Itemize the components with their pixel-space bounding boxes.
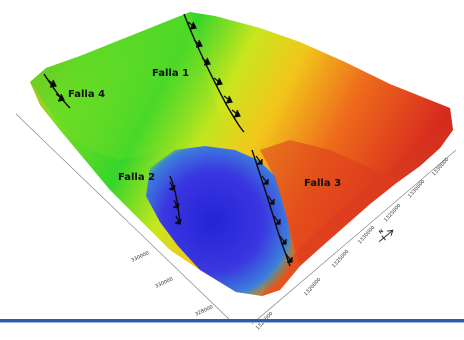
north-label: N bbox=[378, 228, 385, 235]
north-arrow-icon bbox=[378, 229, 394, 243]
falla-4-arrows bbox=[47, 79, 65, 102]
green-flank bbox=[30, 12, 230, 160]
footer-rule-shadow bbox=[0, 322, 464, 323]
falla-4-trace bbox=[43, 73, 71, 109]
red-block bbox=[260, 140, 395, 266]
falla-3-label: Falla 3 bbox=[304, 178, 341, 189]
falla-2-label: Falla 2 bbox=[118, 172, 155, 183]
terrain-surface bbox=[30, 12, 453, 296]
falla-1-arrows bbox=[187, 21, 241, 118]
right-tick: 1325000 bbox=[331, 249, 350, 270]
fault-traces bbox=[43, 13, 291, 267]
left-tick: 328000 bbox=[194, 304, 214, 318]
falla-2-trace bbox=[169, 175, 181, 225]
right-tick: 1320000 bbox=[303, 277, 322, 298]
right-tick: 1325000 bbox=[383, 203, 402, 224]
right-tick: 1330000 bbox=[431, 157, 450, 178]
falla-1-label: Falla 1 bbox=[152, 68, 189, 79]
fault-dip-arrows bbox=[47, 21, 293, 263]
right-axis-line bbox=[251, 149, 457, 325]
footer-rule bbox=[0, 319, 464, 322]
left-axis-line bbox=[15, 113, 233, 323]
falla-1-trace bbox=[183, 13, 245, 133]
falla-3-arrows bbox=[255, 155, 293, 263]
falla-2-arrows bbox=[168, 181, 182, 225]
north-arrow: N bbox=[378, 228, 394, 243]
deep-basin bbox=[146, 146, 296, 296]
falla-3-trace bbox=[251, 149, 291, 267]
falla-4-label: Falla 4 bbox=[68, 89, 105, 100]
left-tick: 330000 bbox=[154, 276, 174, 290]
left-tick: 330000 bbox=[130, 250, 150, 264]
right-tick: 1330000 bbox=[357, 225, 376, 246]
